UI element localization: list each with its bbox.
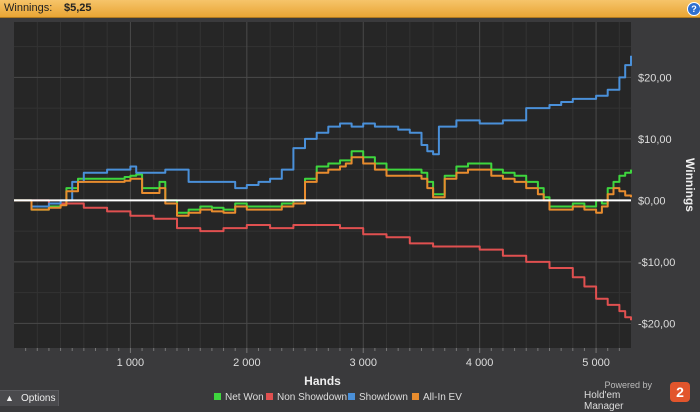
y-axis-title: Winnings	[683, 158, 697, 212]
brand-badge: Powered by Hold'em Manager 2	[584, 380, 694, 412]
series-line-all-in-ev	[14, 156, 632, 217]
series-line-showdown	[14, 55, 632, 208]
legend-item-non-showdown[interactable]: Non Showdown	[266, 392, 347, 403]
title-bar: Winnings: $5,25 ?	[0, 0, 700, 18]
x-tick-label: 1 000	[117, 357, 145, 369]
x-axis-title: Hands	[304, 374, 341, 388]
x-tick-label: 4 000	[466, 357, 494, 369]
winnings-value: $5,25	[64, 2, 92, 14]
legend-label-showdown: Showdown	[359, 392, 408, 403]
x-tick-label: 3 000	[349, 357, 377, 369]
plot-area	[14, 22, 631, 348]
series-line-non-showdown	[14, 199, 632, 321]
y-tick-label: -$20,00	[638, 318, 675, 330]
series-group	[14, 55, 632, 321]
legend-item-showdown[interactable]: Showdown	[348, 392, 408, 403]
powered-by-text: Powered by	[604, 380, 652, 390]
winnings-label: Winnings:	[4, 2, 53, 14]
options-label: Options	[21, 393, 56, 404]
legend-label-non-showdown: Non Showdown	[277, 392, 348, 403]
y-tick-label: -$10,00	[638, 257, 675, 269]
options-button[interactable]: ▲ Options	[0, 390, 59, 406]
legend-swatch-all-in-ev	[412, 393, 419, 400]
legend-swatch-showdown	[348, 393, 355, 400]
axes: 1 000 2 000 3 000 4 000 5 000 $20,00 $10,00 $0,…	[25, 72, 697, 388]
legend-swatch-net-won	[214, 393, 221, 400]
legend-item-net-won[interactable]: Net Won	[214, 392, 264, 403]
y-tick-label: $0,00	[638, 195, 666, 207]
hm2-logo-icon: 2	[670, 382, 690, 402]
y-tick-label: $20,00	[638, 72, 672, 84]
x-tick-label: 2 000	[233, 357, 261, 369]
grid	[14, 22, 631, 348]
legend-label-all-in-ev: All-In EV	[423, 392, 462, 403]
x-tick-label: 5 000	[582, 357, 610, 369]
winnings-chart: 1 000 2 000 3 000 4 000 5 000 $20,00 $10,00 $0,…	[14, 22, 697, 388]
chevron-up-icon: ▲	[5, 393, 14, 403]
legend-label-net-won: Net Won	[225, 392, 264, 403]
y-tick-label: $10,00	[638, 134, 672, 146]
legend-item-all-in-ev[interactable]: All-In EV	[412, 392, 462, 403]
brand-name: Hold'em Manager	[584, 390, 624, 412]
legend-swatch-non-showdown	[266, 393, 273, 400]
help-icon[interactable]: ?	[687, 2, 700, 16]
